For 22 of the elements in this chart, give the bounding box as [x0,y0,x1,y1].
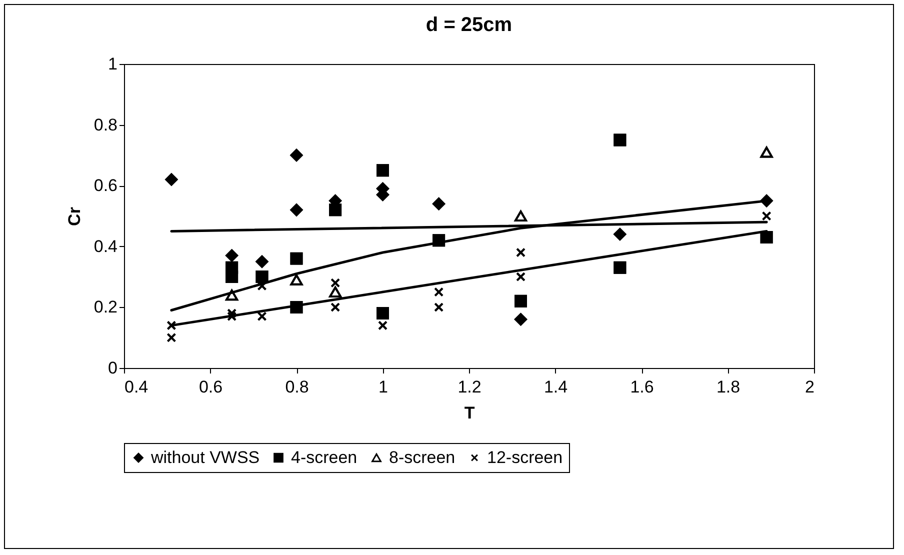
x-tick-label: 0.8 [285,378,309,396]
y-tick-label: 0.2 [94,298,118,317]
x-tick-label: 2 [805,378,814,396]
x-tick-label: 0.4 [124,378,148,396]
legend-label: without VWSS [150,448,260,467]
y-tick-label: 0 [108,358,118,378]
x-tick-label: 1 [378,378,388,396]
legend-label: 4-screen [291,448,358,467]
legend-label: 12-screen [487,448,563,467]
x-tick-label: 1.4 [544,378,568,396]
x-axis-title: T [464,404,476,422]
legend-label: 8-screen [389,448,456,467]
y-tick-label: 0.4 [94,236,118,256]
y-tick-label: 0.6 [94,176,118,196]
x-tick-label: 0.6 [198,378,223,396]
y-axis-title: Cr [64,206,84,226]
y-tick-label: 0.8 [94,115,118,134]
x-tick-label: 1.8 [716,378,740,396]
x-tick-label: 1.6 [630,378,654,396]
y-tick-label: 1 [108,54,118,74]
x-tick-label: 1.2 [458,378,482,396]
chart-title: d = 25cm [426,14,512,36]
